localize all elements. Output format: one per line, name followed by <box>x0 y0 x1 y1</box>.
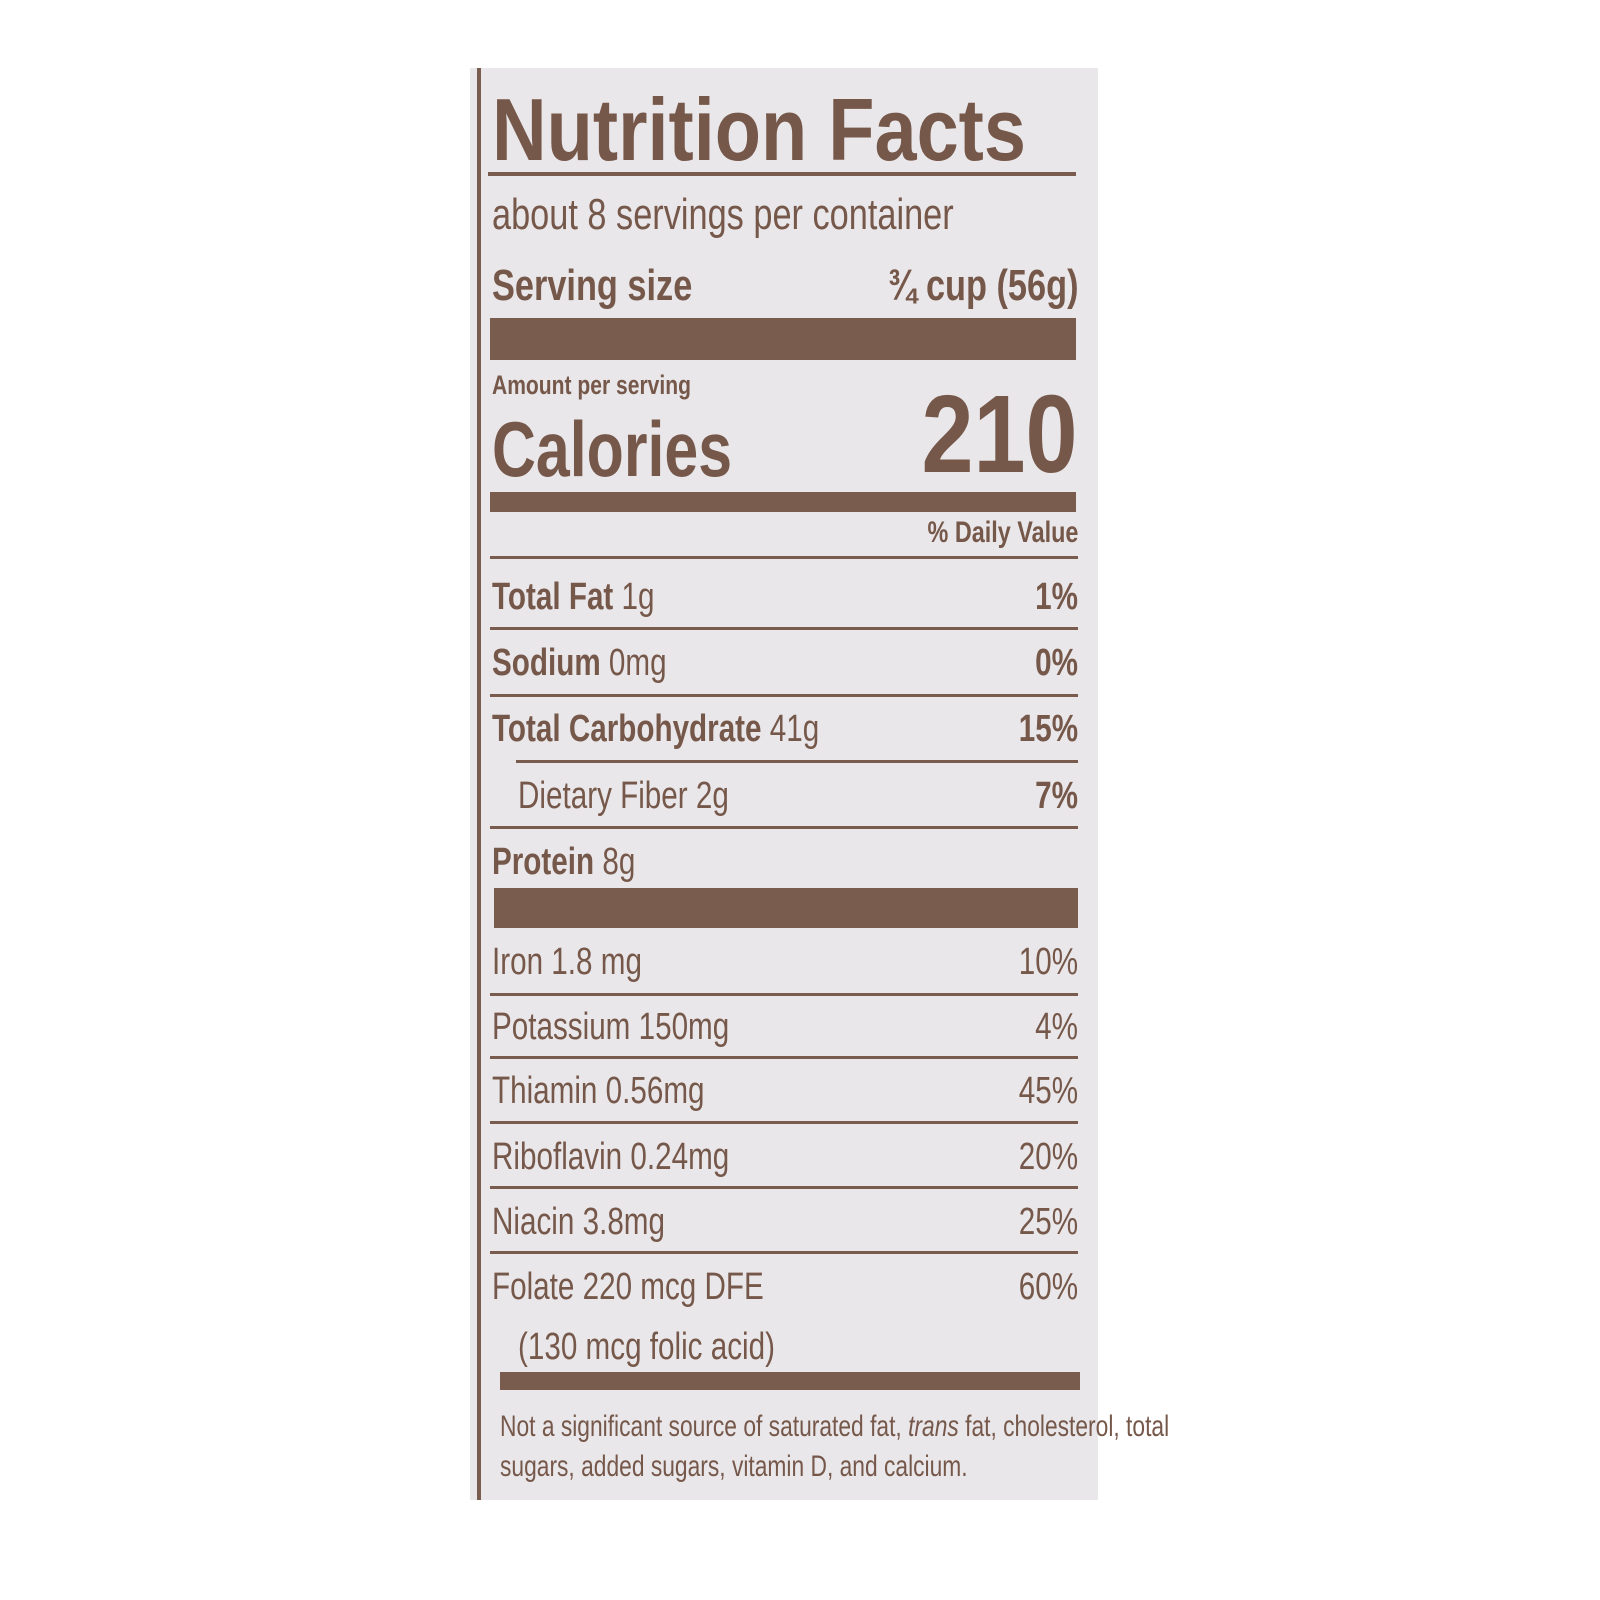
divider <box>488 172 1076 176</box>
footnote-text: Not a significant source of saturated fa… <box>500 1410 909 1443</box>
vitamin-dv: 4% <box>1035 1006 1078 1048</box>
servings-per-container: about 8 servings per container <box>492 190 954 239</box>
vitamin-dv: 20% <box>1018 1136 1078 1178</box>
divider <box>490 1186 1078 1189</box>
thick-divider <box>494 888 1078 928</box>
calories-label: Calories <box>492 405 733 493</box>
footnote-line-1: Not a significant source of saturated fa… <box>500 1412 1169 1442</box>
nutrient-dv: 15% <box>1018 708 1078 750</box>
nutrient-amount: 41g <box>769 708 820 750</box>
nutrient-amount: 1g <box>621 576 655 618</box>
nutrient-name: Sodium <box>492 642 601 684</box>
vitamin-dv: 60% <box>1018 1266 1078 1308</box>
medium-divider <box>490 492 1076 512</box>
vitamin-thiamin: Thiamin 0.56mg <box>492 1070 705 1112</box>
vitamin-dv: 25% <box>1018 1201 1078 1243</box>
thick-divider <box>490 318 1076 360</box>
daily-value-header: % Daily Value <box>927 516 1078 549</box>
vitamin-niacin: Niacin 3.8mg <box>492 1201 665 1243</box>
nutrient-sodium: Sodium 0mg <box>492 644 667 682</box>
divider <box>490 826 1078 829</box>
folic-acid-note: (130 mcg folic acid) <box>518 1326 775 1368</box>
footnote-line-2: sugars, added sugars, vitamin D, and cal… <box>500 1450 968 1483</box>
nutrient-dv: 1% <box>1035 576 1078 618</box>
divider <box>490 694 1078 697</box>
nutrient-name: Protein <box>492 841 595 883</box>
vitamin-iron: Iron 1.8 mg <box>492 941 642 983</box>
serving-size-label: Serving size <box>492 261 693 310</box>
vitamin-folate: Folate 220 mcg DFE <box>492 1266 764 1308</box>
amount-per-serving: Amount per serving <box>492 370 691 400</box>
vitamin-dv: 10% <box>1018 941 1078 983</box>
calories-value: 210 <box>921 373 1078 496</box>
footnote-text: fat, cholesterol, total <box>958 1410 1170 1443</box>
nutrient-dv: 0% <box>1035 642 1078 684</box>
divider <box>490 1056 1078 1059</box>
divider <box>516 760 1078 763</box>
nutrient-total-fat: Total Fat 1g <box>492 578 655 616</box>
nutrient-name: Total Carbohydrate <box>492 708 762 750</box>
vitamin-dv: 45% <box>1018 1070 1078 1112</box>
divider <box>490 993 1078 996</box>
nutrient-dv: 7% <box>1035 775 1078 817</box>
medium-divider <box>500 1372 1080 1390</box>
serving-size-value: ¾ cup (56g) <box>887 261 1078 310</box>
label-border <box>477 68 481 1500</box>
nutrient-amount: 0mg <box>608 642 667 684</box>
nutrient-protein: Protein 8g <box>492 843 635 881</box>
divider <box>490 1251 1078 1254</box>
nutrient-total-carbohydrate: Total Carbohydrate 41g <box>492 710 819 748</box>
divider <box>490 1121 1078 1124</box>
nutrient-amount: 8g <box>602 841 636 883</box>
vitamin-potassium: Potassium 150mg <box>492 1006 730 1048</box>
nutrition-label <box>470 68 1098 1500</box>
divider <box>490 627 1078 630</box>
divider <box>490 556 1078 559</box>
vitamin-riboflavin: Riboflavin 0.24mg <box>492 1136 730 1178</box>
nutrient-dietary-fiber: Dietary Fiber 2g <box>518 775 729 817</box>
footnote-italic: trans <box>908 1410 959 1443</box>
nutrient-name: Total Fat <box>492 576 614 618</box>
label-title: Nutrition Facts <box>492 80 1026 179</box>
